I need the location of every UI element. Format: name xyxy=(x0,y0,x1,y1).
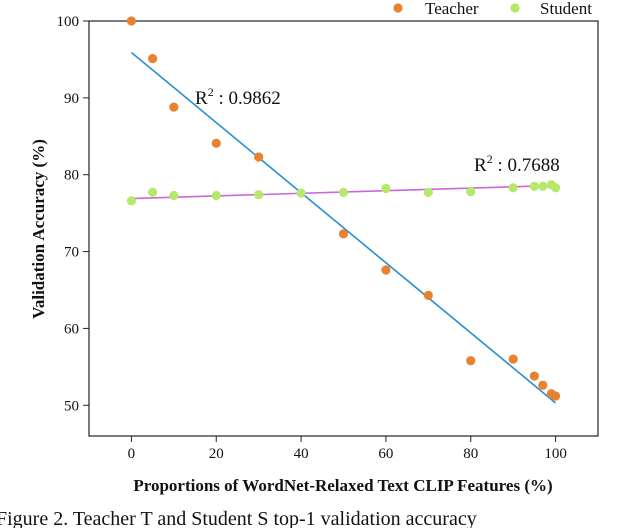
teacher-legend-marker xyxy=(393,3,403,13)
y-tick-label: 80 xyxy=(64,168,79,184)
teacher-point xyxy=(538,380,548,390)
axis-ticks: 0 20 40 60 80 100 50 60 70 80 90 100 xyxy=(57,14,567,462)
student-point xyxy=(254,190,264,200)
plot-frame xyxy=(88,20,599,437)
student-point xyxy=(466,187,476,197)
student-point xyxy=(338,187,349,197)
teacher-fit-line xyxy=(130,51,557,404)
y-tick-label: 100 xyxy=(57,14,80,30)
student-point xyxy=(508,183,518,193)
x-tick-label: 20 xyxy=(209,446,224,462)
student-point xyxy=(211,190,221,201)
teacher-point xyxy=(508,354,518,364)
student-point xyxy=(550,183,561,193)
teacher-point xyxy=(169,102,179,112)
legend: Teacher Student xyxy=(393,0,592,18)
x-tick-label: 40 xyxy=(294,446,309,462)
student-point xyxy=(381,183,391,194)
student-point xyxy=(169,190,179,201)
x-axis-title: Proportions of WordNet-Relaxed Text CLIP… xyxy=(133,476,552,495)
teacher-point xyxy=(211,138,221,148)
y-tick-label: 50 xyxy=(64,398,79,414)
x-tick-label: 0 xyxy=(128,446,136,462)
teacher-point xyxy=(466,356,476,366)
teacher-point xyxy=(254,152,264,162)
student-r2-label: R2 : 0.7688 xyxy=(474,152,560,176)
teacher-point xyxy=(126,16,137,26)
teacher-point xyxy=(148,54,158,64)
x-tick-label: 100 xyxy=(544,446,567,462)
figure-caption: Figure 2. Teacher T and Student S top-1 … xyxy=(0,508,477,528)
student-point xyxy=(423,187,433,197)
y-tick-label: 70 xyxy=(64,245,79,261)
teacher-point xyxy=(550,391,561,401)
student-point xyxy=(529,181,539,191)
teacher-point xyxy=(381,265,391,275)
teacher-point xyxy=(338,229,349,239)
y-tick-label: 60 xyxy=(64,321,79,337)
teacher-point xyxy=(529,371,539,381)
student-legend-marker xyxy=(510,3,520,13)
teacher-r2-label: R2 : 0.9862 xyxy=(195,85,281,109)
x-tick-label: 80 xyxy=(463,446,478,462)
student-legend-label: Student xyxy=(540,0,592,18)
data-points xyxy=(126,16,561,401)
student-point xyxy=(148,187,158,197)
teacher-point xyxy=(423,290,433,300)
y-axis-title: Validation Accuracy (%) xyxy=(29,139,48,319)
student-point xyxy=(296,188,306,198)
r2-annotations: R2 : 0.9862 R2 : 0.7688 xyxy=(195,85,560,176)
teacher-legend-label: Teacher xyxy=(425,0,479,18)
student-point xyxy=(126,196,137,206)
x-tick-label: 60 xyxy=(378,446,393,462)
student-point xyxy=(538,181,548,191)
y-tick-label: 90 xyxy=(64,91,79,107)
